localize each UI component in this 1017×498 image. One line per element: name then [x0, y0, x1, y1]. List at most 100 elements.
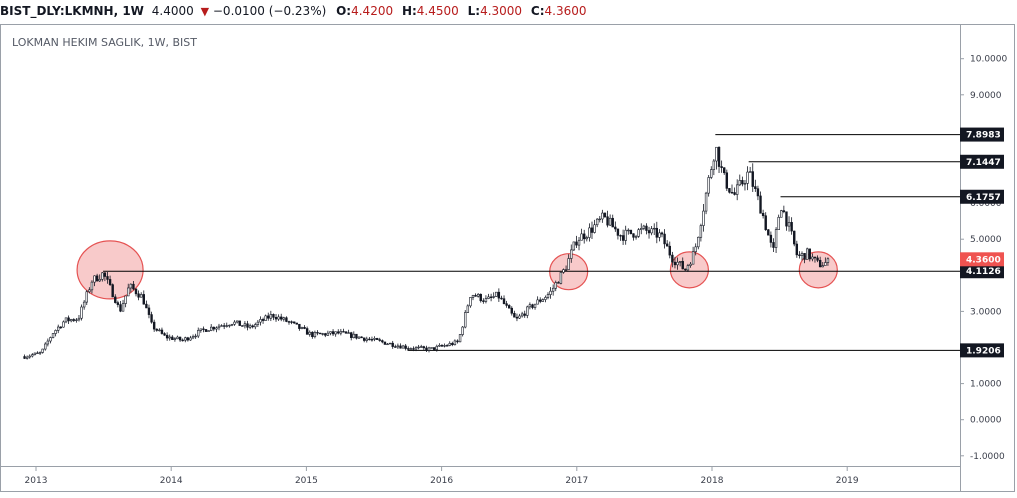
- candle: [181, 338, 184, 342]
- candle: [313, 330, 317, 339]
- open-value: 4.4200: [351, 4, 394, 18]
- candle: [186, 336, 190, 342]
- candle: [557, 281, 560, 284]
- candle: [803, 253, 806, 264]
- candle: [653, 223, 656, 236]
- candle: [795, 240, 799, 258]
- candle: [575, 235, 578, 249]
- symbol-name[interactable]: BIST_DLY:LKMNH, 1W: [0, 4, 144, 18]
- candle: [290, 320, 293, 325]
- candle: [577, 236, 581, 251]
- candle: [790, 217, 793, 235]
- candle: [619, 234, 622, 241]
- candle: [759, 191, 762, 214]
- candle: [256, 319, 260, 327]
- candle: [204, 329, 208, 332]
- candle: [401, 344, 405, 349]
- candle: [606, 210, 609, 228]
- price-tick-label: 0.0000: [970, 416, 1002, 426]
- candle: [139, 292, 143, 298]
- candle: [217, 323, 221, 331]
- candle: [738, 174, 741, 187]
- time-tick-label: 2017: [565, 476, 588, 486]
- candle: [541, 298, 545, 302]
- candle: [420, 344, 423, 348]
- candle: [85, 289, 88, 306]
- candle: [342, 328, 345, 333]
- candle: [484, 295, 488, 304]
- candle: [127, 283, 130, 297]
- price-tick-label: 9.0000: [970, 91, 1002, 101]
- time-tick-label: 2019: [836, 476, 859, 486]
- candle: [691, 246, 695, 265]
- chart-title: LOKMAN HEKIM SAGLIK, 1W, BIST: [12, 36, 197, 49]
- candle: [826, 257, 830, 266]
- candle: [116, 300, 120, 308]
- candle: [67, 315, 70, 325]
- candle: [562, 268, 565, 274]
- candle: [531, 303, 534, 310]
- candle: [697, 236, 700, 250]
- level-price-label: 7.1447: [966, 158, 1001, 168]
- candle: [772, 238, 775, 252]
- candle: [352, 331, 356, 339]
- candle: [767, 229, 770, 236]
- candle: [746, 166, 749, 191]
- candle: [160, 327, 164, 335]
- candle: [308, 330, 311, 337]
- candle: [811, 253, 814, 262]
- candle: [80, 304, 83, 321]
- candle: [272, 313, 275, 321]
- candle: [388, 342, 392, 345]
- candle: [453, 339, 457, 346]
- candle: [90, 280, 94, 294]
- candle-series[interactable]: [23, 146, 830, 360]
- candle: [549, 287, 552, 299]
- candle: [220, 324, 223, 327]
- candle: [339, 328, 343, 336]
- candle: [663, 229, 666, 249]
- candle: [476, 293, 480, 298]
- candle: [168, 334, 171, 341]
- candle: [564, 265, 568, 272]
- candle: [816, 255, 819, 263]
- candle: [689, 261, 692, 268]
- candle: [650, 226, 653, 236]
- candle: [595, 218, 599, 228]
- candle: [57, 324, 60, 334]
- candle: [108, 275, 112, 286]
- candle: [741, 176, 744, 187]
- candle: [735, 179, 739, 201]
- candle: [344, 331, 348, 334]
- candle: [616, 228, 620, 240]
- candle: [808, 248, 811, 262]
- candle: [248, 323, 252, 330]
- candle: [199, 328, 203, 333]
- candle: [590, 221, 594, 240]
- candle: [264, 314, 267, 321]
- candle: [723, 167, 726, 175]
- candle: [111, 283, 114, 298]
- candle: [487, 293, 490, 300]
- candle: [440, 344, 444, 347]
- candle: [254, 322, 257, 330]
- down-arrow-icon: ▼: [200, 5, 210, 18]
- candle: [728, 188, 731, 194]
- candle: [210, 324, 213, 332]
- candle: [412, 346, 415, 352]
- time-axis[interactable]: 2013 2014 2015 2016 2017 2018 2019: [25, 466, 859, 486]
- candle: [365, 336, 368, 343]
- price-change: −0.0100 (−0.23%): [212, 4, 327, 18]
- candle: [285, 316, 288, 323]
- candle: [311, 331, 314, 339]
- level-lines[interactable]: [103, 134, 960, 351]
- candle: [495, 291, 498, 297]
- candle: [381, 339, 384, 344]
- candle: [178, 336, 182, 342]
- price-chart[interactable]: LOKMAN HEKIM SAGLIK, 1W, BIST 10.0000 9.0…: [0, 24, 1017, 498]
- candle: [243, 321, 247, 329]
- highlight-circle: [76, 240, 144, 300]
- candle: [267, 312, 270, 321]
- candle: [694, 243, 697, 256]
- candle: [331, 329, 335, 336]
